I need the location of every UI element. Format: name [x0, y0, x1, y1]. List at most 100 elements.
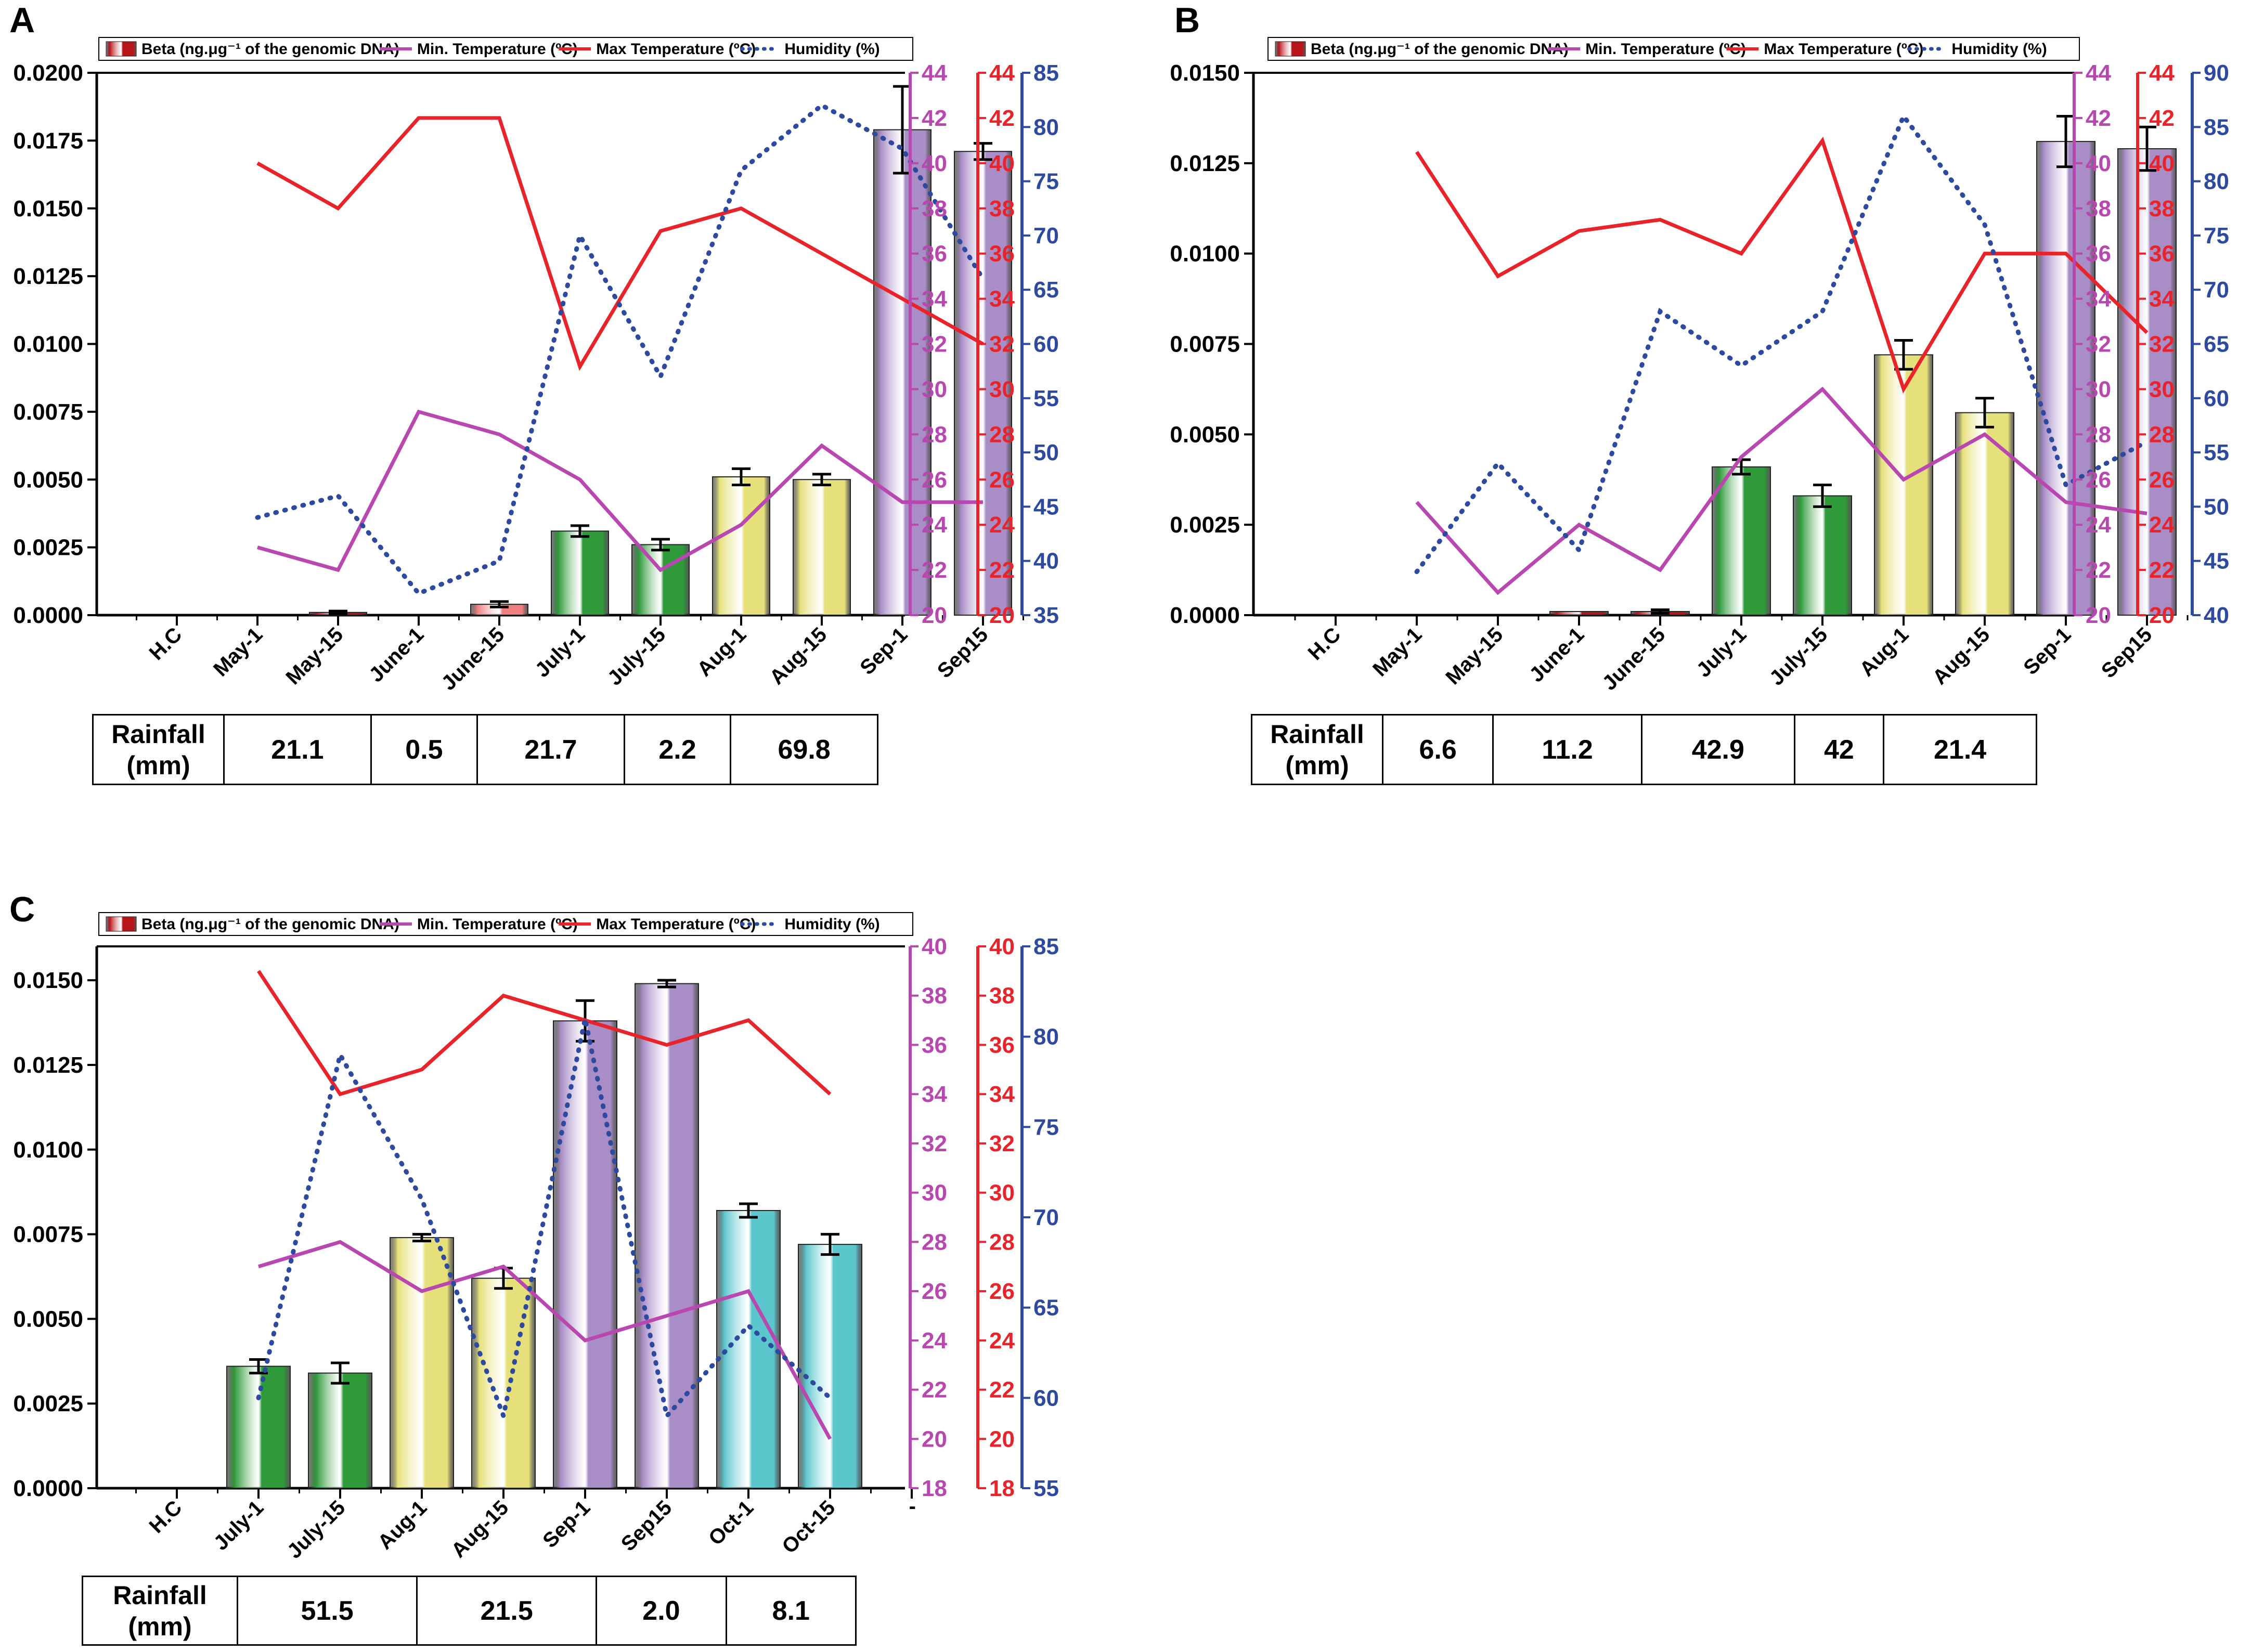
x-tick-label: May-15 [281, 623, 347, 689]
x-tick-label: Sep15 [2097, 623, 2156, 682]
min-temperature-tick-label: 26 [922, 1279, 947, 1304]
bar [551, 530, 609, 616]
humidity-tick-label: 45 [2204, 549, 2229, 574]
humidity-tick-label: 55 [2204, 440, 2229, 465]
min-temperature-tick-label: 22 [2086, 557, 2111, 583]
max-temperature-tick-label: 32 [2149, 332, 2175, 357]
max-temperature-tick-label: 20 [989, 603, 1015, 628]
humidity-line [1414, 111, 2150, 575]
bar [712, 476, 770, 616]
bar [716, 1209, 781, 1489]
min-temperature-tick-label: 40 [2086, 151, 2111, 176]
min-temperature-tick-label: 36 [922, 1032, 947, 1058]
legend-label-min-temperature: Min. Temperature (ºC) [1585, 41, 1746, 58]
humidity-tick-label: 65 [1033, 1295, 1059, 1321]
rainfall-label: Rainfall (mm) [92, 714, 225, 785]
x-tick-label: May-1 [209, 623, 267, 681]
bar [553, 1020, 617, 1489]
humidity-tick-label: 55 [1033, 386, 1059, 411]
x-tick-label: H.C [145, 623, 187, 665]
min-temperature-tick-label: 28 [2086, 422, 2111, 447]
max-temperature-tick-label: 44 [989, 60, 1015, 86]
y-tick-label-left: 0.0100 [13, 1137, 83, 1163]
rainfall-label: Rainfall (mm) [82, 1576, 238, 1646]
legend-label-humidity: Humidity (%) [1951, 41, 2047, 58]
min-temperature-tick-label: 30 [922, 376, 947, 402]
x-tick-label: Sep-1 [856, 623, 912, 679]
x-tick-label: Sep15 [617, 1496, 676, 1555]
rainfall-value: 2.0 [596, 1576, 727, 1646]
legend-label-max-temperature: Max Temperature (ºC) [1764, 41, 1923, 58]
min-temperature-tick-label: 20 [2086, 603, 2111, 628]
legend-swatch-beta [106, 41, 137, 57]
min-temperature-tick-label: 26 [922, 467, 947, 492]
max-temperature-tick-label: 20 [989, 1426, 1015, 1452]
y-tick-label-left: 0.0025 [13, 535, 83, 561]
bar [798, 1244, 862, 1489]
min-temperature-line [257, 1240, 832, 1440]
min-temperature-tick-label: 36 [2086, 241, 2111, 267]
max-temperature-tick-label: 42 [2149, 106, 2175, 131]
max-temperature-tick-label: 36 [989, 241, 1015, 267]
max-temperature-tick-label: 30 [2149, 376, 2175, 402]
min-temperature-tick-label: 32 [922, 1131, 947, 1156]
min-temperature-tick-label: 30 [2086, 376, 2111, 402]
humidity-tick-label: 75 [1033, 1114, 1059, 1140]
x-tick-label: July-1 [1692, 623, 1751, 682]
bar [954, 151, 1012, 616]
humidity-tick-label: 70 [2204, 277, 2229, 303]
legend-swatch-beta [106, 916, 137, 932]
humidity-tick-label: 80 [1033, 114, 1059, 140]
max-temperature-tick-label: 22 [989, 557, 1015, 583]
humidity-tick-label: 75 [1033, 169, 1059, 194]
min-temperature-tick-label: 34 [2086, 287, 2111, 312]
max-temperature-tick-label: 40 [2149, 151, 2175, 176]
min-temperature-tick-label: 18 [922, 1476, 947, 1501]
rainfall-value: 0.5 [370, 714, 478, 785]
max-temperature-tick-label: 34 [989, 1082, 1015, 1107]
bar [631, 544, 690, 616]
min-temperature-line [1415, 386, 2147, 595]
max-temperature-tick-label: 40 [989, 151, 1015, 176]
max-temperature-tick-label: 26 [989, 467, 1015, 492]
humidity-tick-label: 50 [2204, 494, 2229, 519]
legend-label-beta: Beta (ng.μg⁻¹ of the genomic DNA) [1311, 41, 1569, 58]
chart-panel-b: B 0.0000 0.0025 0.0050 0.0075 0.0100 0.0125 0.0… [1170, 1, 2229, 695]
max-temperature-tick-label: 24 [2149, 512, 2175, 538]
x-tick-label: May-1 [1368, 623, 1426, 681]
max-temperature-tick-label: 26 [2149, 467, 2175, 492]
x-tick-label: June-15 [1598, 623, 1670, 695]
rainfall-value: 11.2 [1492, 714, 1642, 785]
x-tick-label: July-15 [603, 623, 670, 690]
legend-label-beta: Beta (ng.μg⁻¹ of the genomic DNA) [141, 41, 399, 58]
bar [873, 129, 932, 616]
y-tick-label-left: 0.0000 [13, 603, 83, 628]
rainfall-value: 2.2 [623, 714, 732, 785]
y-tick-label-left: 0.0075 [13, 399, 83, 425]
rainfall-value: 21.1 [223, 714, 372, 785]
x-tick-label: June-1 [1525, 623, 1588, 686]
max-temperature-tick-label: 38 [2149, 196, 2175, 222]
rainfall-value: 21.7 [476, 714, 625, 785]
y-tick-label-left: 0.0050 [1170, 422, 1240, 447]
max-temperature-tick-label: 32 [989, 332, 1015, 357]
humidity-tick-label: 60 [2204, 386, 2229, 411]
max-temperature-tick-label: 44 [2149, 60, 2175, 86]
max-temperature-tick-label: 38 [989, 983, 1015, 1009]
x-tick-label: Oct-1 [704, 1496, 758, 1550]
x-tick-label: Aug-1 [693, 623, 751, 681]
y-tick-label-left: 0.0100 [13, 332, 83, 357]
bar [2036, 141, 2095, 616]
bar [308, 1372, 372, 1489]
x-tick-label: Sep-1 [538, 1496, 594, 1552]
bar [635, 983, 699, 1489]
y-tick-label-left: 0.0025 [1170, 512, 1240, 538]
panel-label: C [9, 890, 35, 929]
y-tick-label-left: 0.0175 [13, 128, 83, 153]
min-temperature-tick-label: 22 [922, 557, 947, 583]
x-tick-label: H.C [145, 1496, 187, 1538]
min-temperature-line [257, 409, 983, 573]
max-temperature-tick-label: 42 [989, 106, 1015, 131]
min-temperature-tick-label: 20 [922, 603, 947, 628]
